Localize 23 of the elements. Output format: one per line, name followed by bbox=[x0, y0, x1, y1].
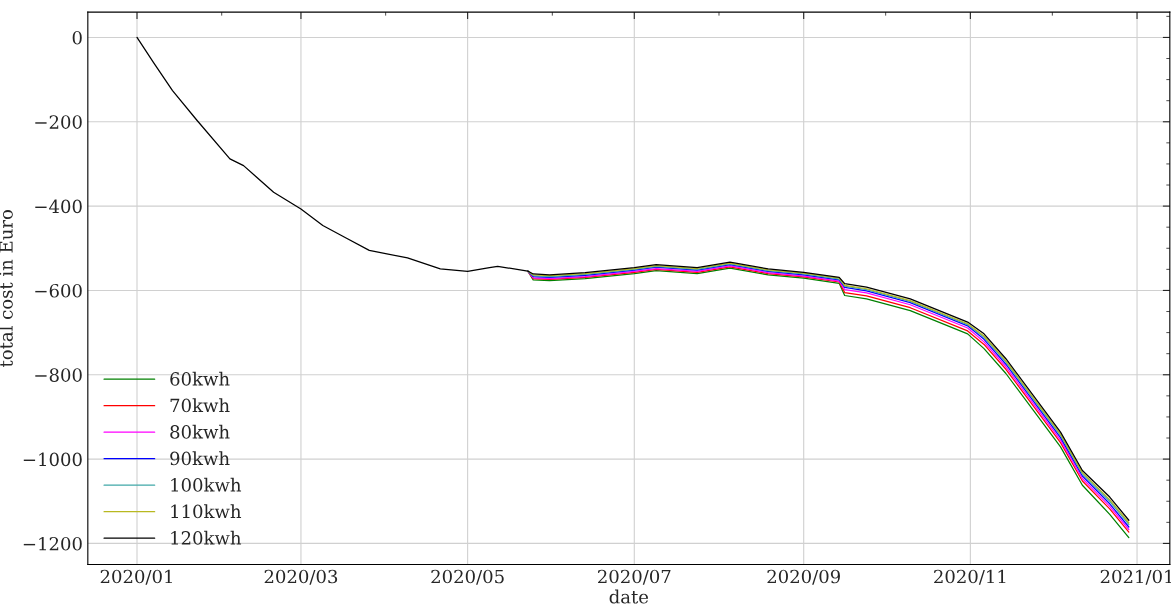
x-tick-label: 2020/09 bbox=[767, 569, 840, 585]
x-axis-title: date bbox=[609, 589, 649, 604]
line-series bbox=[136, 36, 1130, 521]
y-tick-label: −600 bbox=[35, 283, 82, 298]
x-tick-label: 2020/01 bbox=[100, 569, 172, 585]
y-tick-label: −200 bbox=[35, 115, 82, 129]
x-tick-label: 2020/07 bbox=[598, 569, 671, 585]
y-tick-label: −400 bbox=[35, 199, 82, 214]
legend-label: 70kwh bbox=[170, 398, 230, 413]
legend-label: 80kwh bbox=[170, 424, 230, 439]
x-tick-label: 2021/01 bbox=[1100, 569, 1171, 585]
x-tick-label: 2020/05 bbox=[431, 569, 504, 585]
legend-label: 100kwh bbox=[171, 477, 242, 492]
legend-label: 60kwh bbox=[170, 371, 230, 386]
y-tick-label: −1000 bbox=[23, 452, 82, 467]
y-tick-label: −800 bbox=[35, 368, 82, 382]
legend-label: 110kwh bbox=[171, 504, 242, 519]
legend-label: 120kwh bbox=[171, 530, 242, 545]
legend-label: 90kwh bbox=[170, 451, 230, 466]
x-tick-label: 2020/11 bbox=[934, 569, 1006, 585]
y-tick-label: −1200 bbox=[23, 536, 82, 551]
y-tick-label: 0 bbox=[72, 30, 82, 45]
x-tick-label: 2020/03 bbox=[264, 569, 338, 585]
